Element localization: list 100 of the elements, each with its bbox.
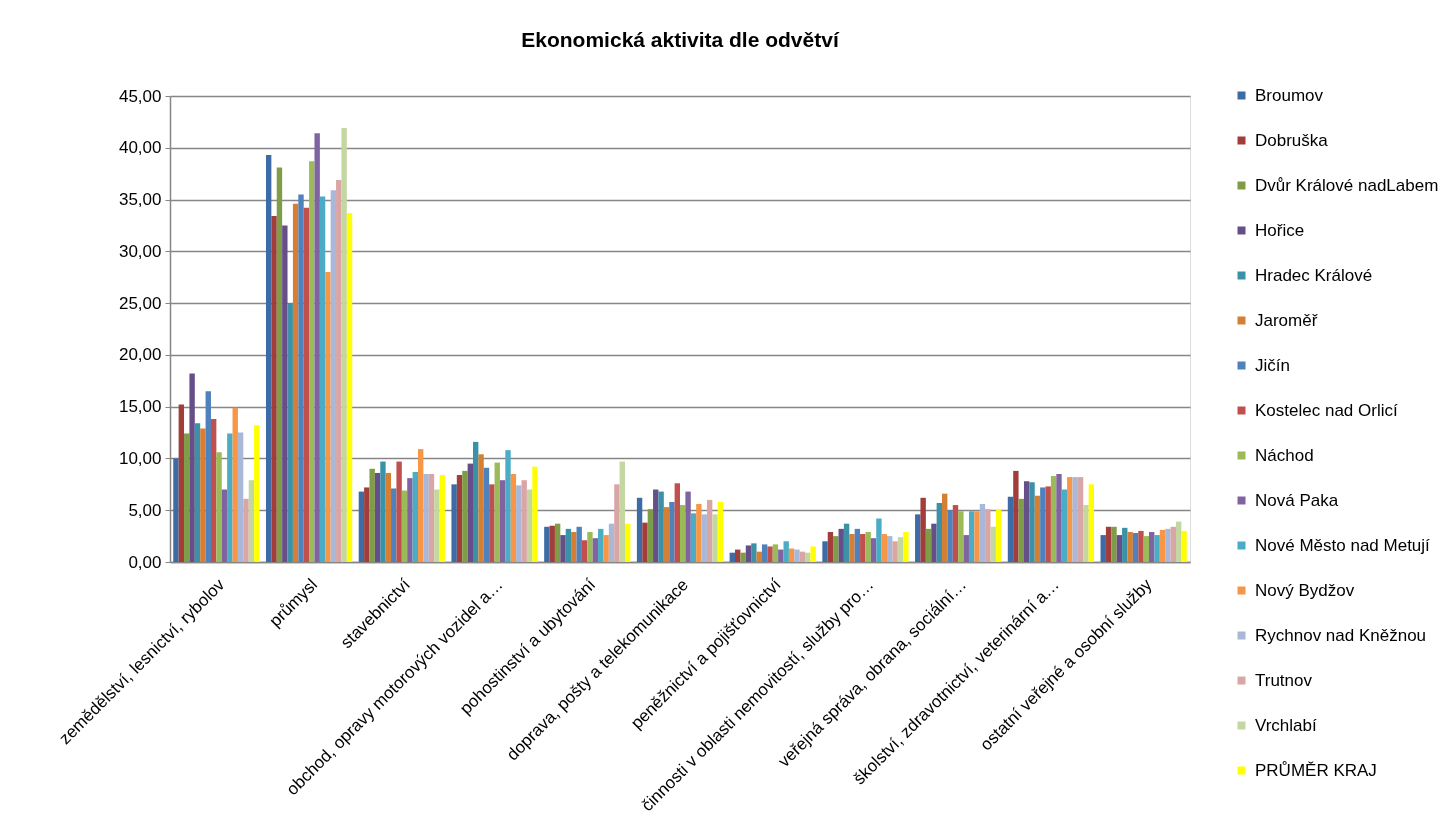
bar	[920, 497, 926, 562]
bar	[1154, 535, 1160, 562]
bar	[810, 546, 816, 562]
bar	[778, 549, 784, 562]
bar	[292, 203, 299, 562]
bar	[1056, 473, 1062, 562]
bar	[897, 537, 904, 562]
bar	[1034, 495, 1041, 562]
bar	[680, 505, 686, 562]
bar	[603, 535, 609, 562]
bar	[974, 511, 980, 562]
bar	[822, 541, 828, 562]
bar	[1013, 470, 1019, 562]
bar	[690, 513, 697, 562]
bar	[565, 528, 572, 562]
bar	[1165, 528, 1171, 562]
bar	[735, 549, 741, 562]
bar	[439, 475, 445, 562]
bar	[205, 391, 211, 562]
bar	[642, 522, 648, 562]
bar	[303, 207, 310, 562]
bar	[1111, 526, 1117, 562]
legend-label: Kostelec nad Orlicí	[1255, 400, 1398, 420]
bar	[532, 466, 538, 562]
bar	[396, 461, 402, 562]
bar	[544, 526, 550, 562]
bar	[740, 552, 746, 562]
bar	[571, 531, 577, 562]
bar	[706, 499, 713, 562]
bar	[619, 461, 625, 562]
bar	[287, 303, 293, 562]
bar	[451, 484, 457, 562]
legend-label: Nový Bydžov	[1255, 580, 1355, 600]
bar	[1088, 484, 1095, 562]
bar	[1181, 530, 1187, 562]
y-tick-label: 10,00	[118, 448, 162, 468]
bar	[870, 538, 877, 562]
bar	[827, 531, 834, 562]
bar	[947, 510, 953, 562]
bar	[838, 528, 844, 562]
bar	[265, 155, 272, 562]
bar	[227, 433, 233, 562]
legend-label: Jičín	[1255, 355, 1290, 375]
bar	[560, 535, 566, 562]
bar	[467, 463, 473, 562]
bar	[854, 528, 861, 562]
bar	[936, 502, 943, 562]
bar	[319, 196, 326, 562]
bar	[210, 419, 217, 562]
bar	[489, 484, 495, 562]
bar	[1067, 477, 1073, 562]
bar	[374, 472, 381, 562]
chart-title: Ekonomická aktivita dle odvětví	[521, 28, 840, 51]
bar	[254, 425, 260, 562]
bar	[767, 546, 773, 562]
bar	[549, 525, 555, 562]
bar	[685, 491, 691, 562]
bar	[931, 523, 937, 562]
bar	[892, 541, 898, 562]
bar	[248, 480, 255, 562]
bar	[505, 450, 511, 562]
bar	[385, 472, 392, 562]
bar	[380, 461, 386, 562]
bar	[608, 523, 615, 562]
legend-label: Jaroměř	[1255, 310, 1318, 330]
bar	[298, 194, 304, 562]
bar	[663, 507, 670, 562]
bar	[696, 504, 702, 562]
bar	[712, 514, 718, 562]
bar	[576, 526, 582, 562]
legend-label: Náchod	[1255, 445, 1314, 465]
bar	[1159, 529, 1166, 562]
bar	[963, 535, 969, 562]
bar	[1175, 521, 1182, 562]
bar	[369, 468, 375, 562]
bar	[221, 489, 228, 562]
bar	[271, 216, 277, 562]
bar	[391, 488, 397, 562]
bar	[1127, 531, 1133, 562]
legend-label: Nová Paka	[1255, 490, 1339, 510]
bar	[1007, 496, 1014, 562]
bar	[761, 544, 768, 562]
bar	[1061, 489, 1068, 562]
legend-label: Rychnov nad Kněžnou	[1255, 625, 1427, 645]
bar	[516, 485, 522, 562]
bar	[358, 491, 365, 562]
bar	[717, 501, 724, 562]
bar	[1105, 526, 1112, 562]
bar	[581, 540, 588, 562]
bar	[860, 534, 866, 562]
bar	[1050, 476, 1057, 562]
bar	[407, 478, 413, 562]
bar	[483, 467, 490, 562]
bar	[216, 452, 222, 562]
bar	[243, 498, 249, 562]
bar	[462, 470, 468, 562]
bar	[990, 526, 996, 562]
bar	[729, 552, 735, 562]
bar	[184, 433, 190, 562]
bar	[636, 497, 643, 562]
